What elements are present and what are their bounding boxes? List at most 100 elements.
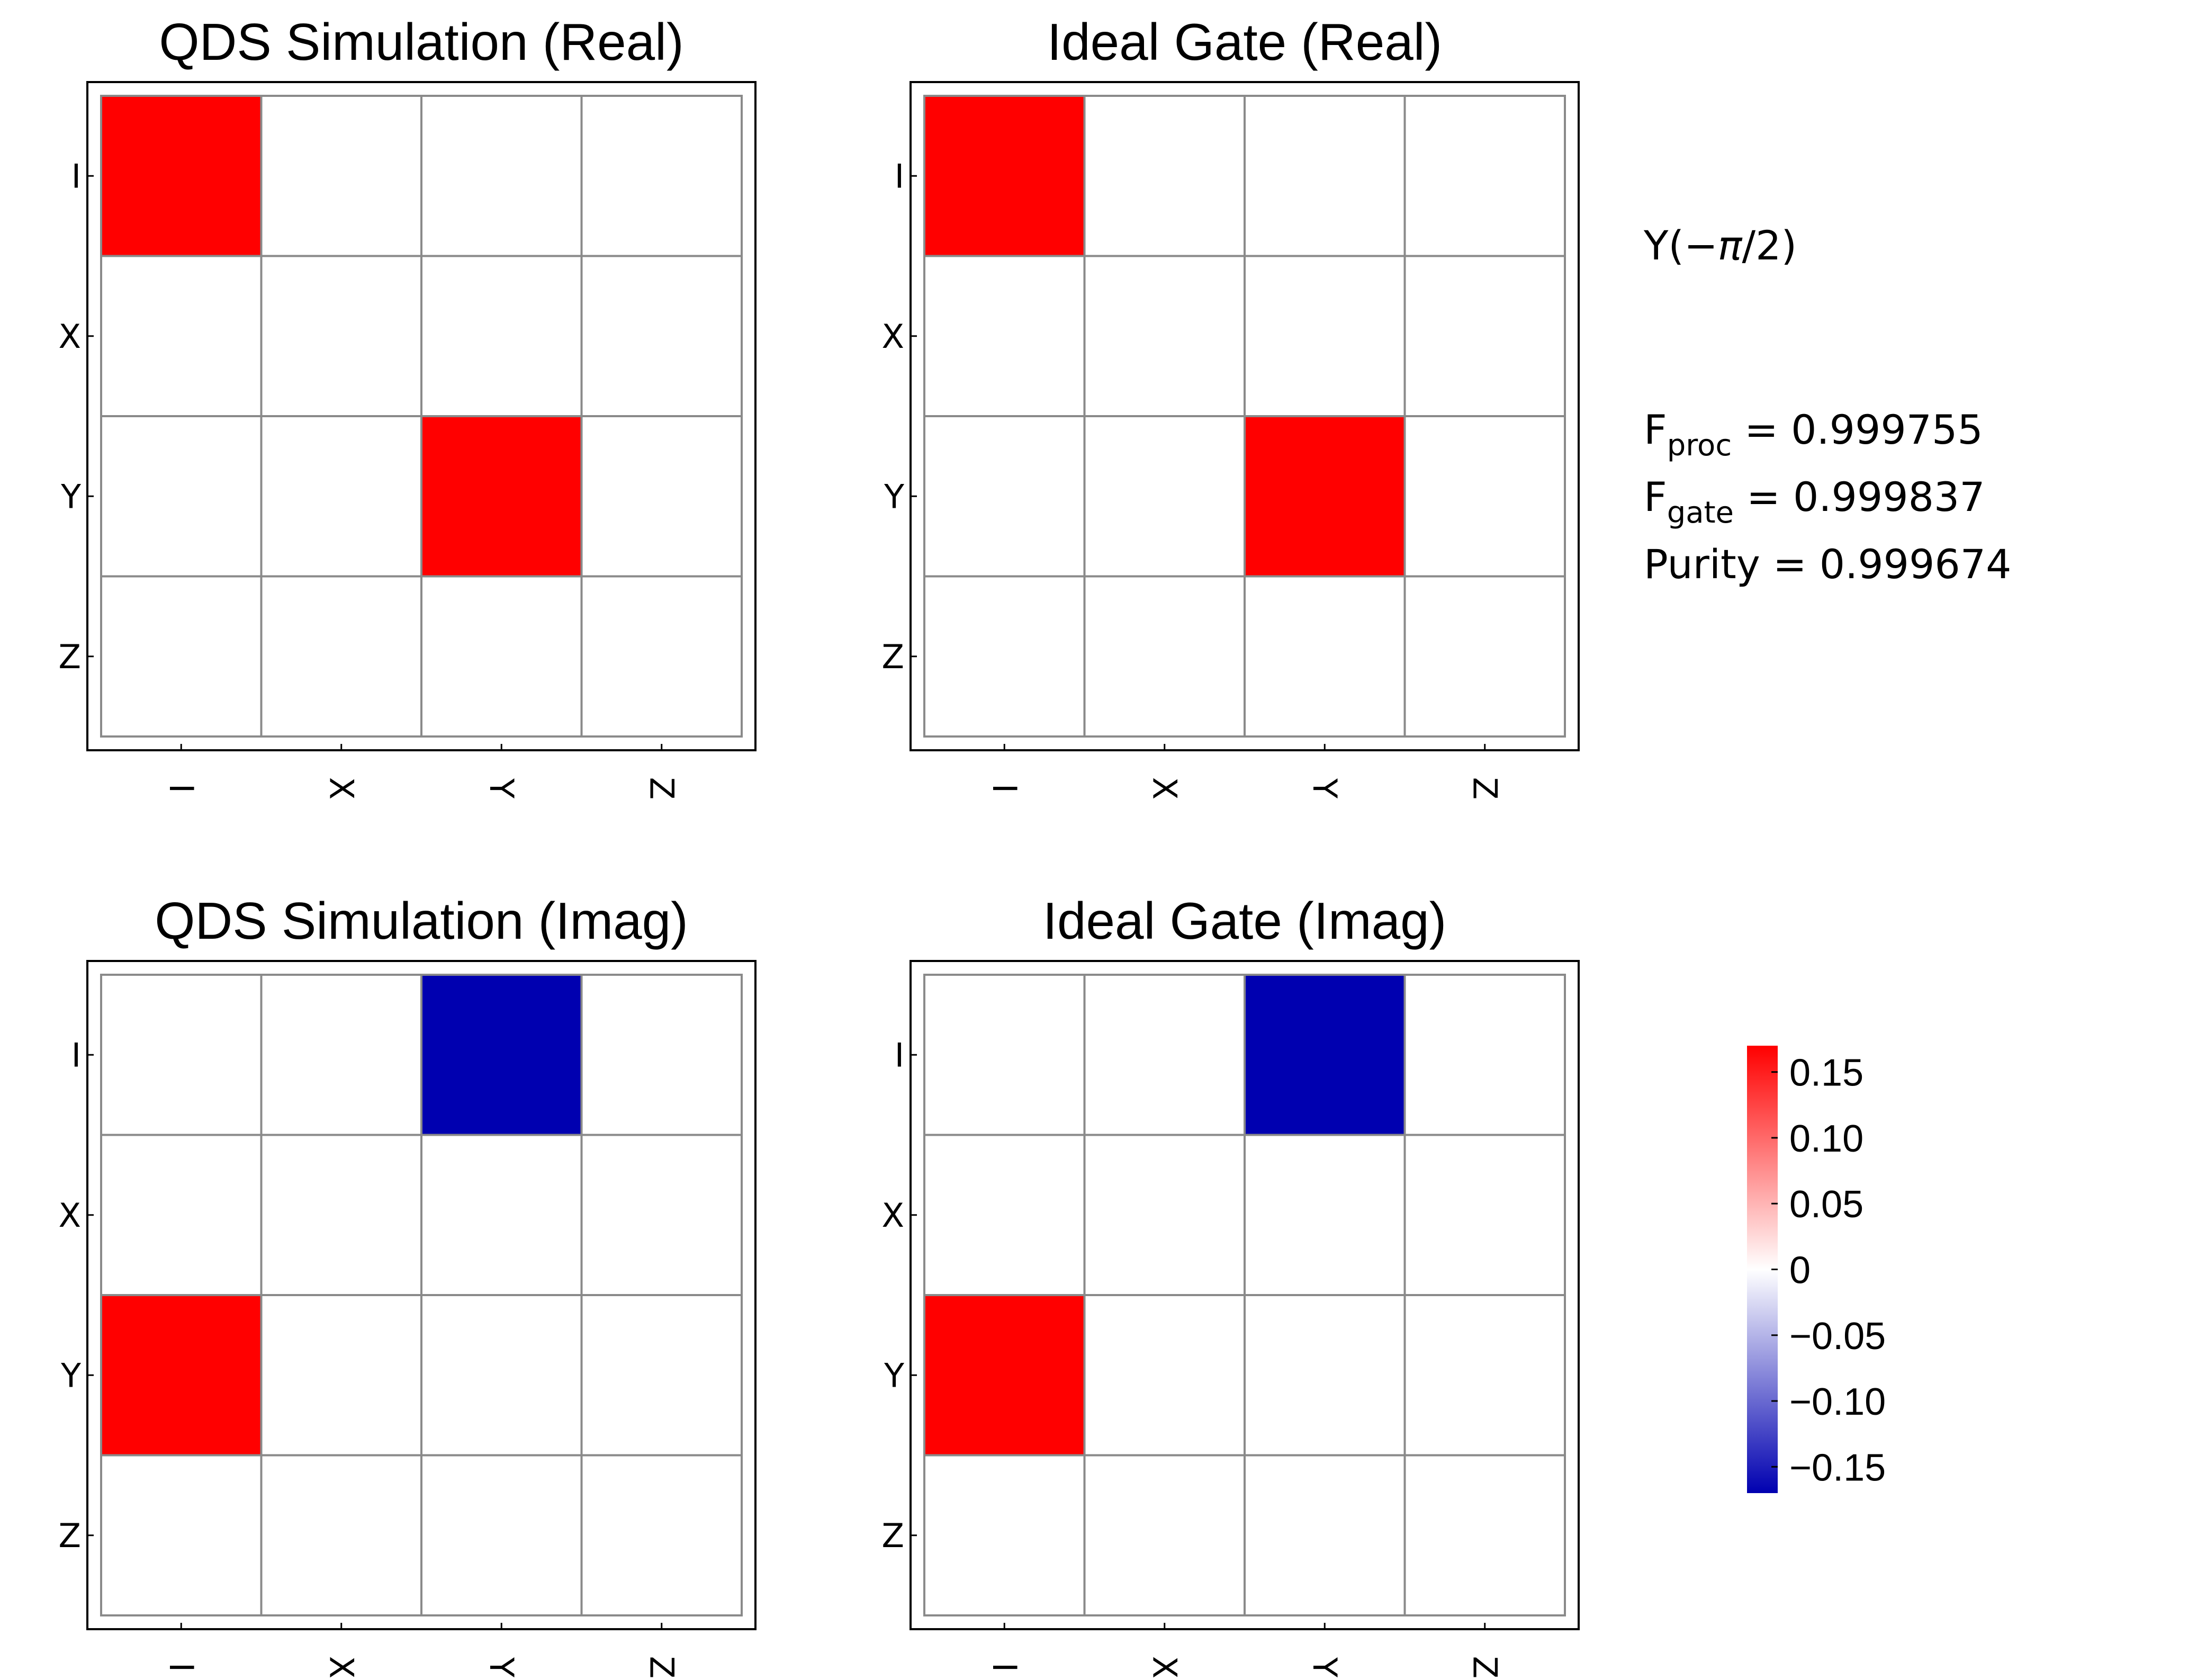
heatmap-cell (923, 1294, 1086, 1457)
heatmap-cell (420, 415, 583, 578)
colorbar-tick-label: −0.10 (1789, 1381, 1886, 1423)
heatmap-cell (1403, 1294, 1566, 1457)
heatmap-cell (260, 1134, 422, 1296)
row-label: Z (882, 1516, 904, 1555)
heatmap-cell (260, 974, 422, 1136)
row-label: X (59, 1196, 81, 1235)
heatmap-cell (1083, 1134, 1246, 1296)
colorbar-tick-label: 0.15 (1789, 1052, 1863, 1094)
column-label: X (322, 1656, 361, 1678)
heatmap-cell (1244, 95, 1406, 257)
colorbar-tick-label: 0.10 (1789, 1118, 1863, 1160)
heatmap-cell (923, 1134, 1086, 1296)
column-label: Y (482, 1657, 521, 1677)
heatmap-panels: QDS Simulation (Real) I X Y Z I X Y Z Ideal Gate … (59, 13, 1580, 1678)
row-label: Y (60, 477, 81, 516)
column-label: I (985, 784, 1024, 793)
heatmap-cell (100, 974, 263, 1136)
heatmap-cell (1083, 255, 1246, 417)
heatmap-cell (420, 95, 583, 257)
heatmap-cell (1244, 1134, 1406, 1296)
colorbar-tick-label: 0.05 (1789, 1183, 1863, 1226)
heatmap-cell (420, 1134, 583, 1296)
panel-title: Ideal Gate (Real) (1047, 13, 1442, 71)
heatmap-cell (580, 974, 743, 1136)
column-label: I (162, 784, 201, 793)
heatmap-cell (923, 1454, 1086, 1616)
panel-3: QDS Simulation (Imag) I X Y Z I X Y Z (59, 892, 757, 1678)
heatmap-cell (923, 974, 1086, 1136)
panel-title: QDS Simulation (Real) (159, 13, 683, 71)
process-fidelity: Fproc = 0.999755 (1644, 406, 1983, 463)
heatmap-cell (1403, 974, 1566, 1136)
heatmap-cell (923, 95, 1086, 257)
gate-label: Y(−π/2) (1643, 222, 1797, 269)
heatmap-cell (1403, 415, 1566, 578)
column-label: I (985, 1663, 1024, 1672)
heatmap-cell (1244, 575, 1406, 738)
heatmap-cell (1083, 1454, 1246, 1616)
row-label: Y (884, 477, 904, 516)
heatmap-cell (923, 415, 1086, 578)
heatmap-cell (420, 575, 583, 738)
heatmap-cell (580, 415, 743, 578)
heatmap-cell (260, 415, 422, 578)
column-label: Z (642, 777, 681, 799)
heatmap-cell (580, 575, 743, 738)
heatmap-cell (260, 575, 422, 738)
heatmap-cell (1403, 95, 1566, 257)
heatmap-cell (1244, 974, 1406, 1136)
column-label: X (1145, 777, 1184, 799)
heatmap-cell (923, 575, 1086, 738)
row-label: I (71, 1036, 81, 1074)
heatmap-cell (580, 1134, 743, 1296)
heatmap-cell (923, 255, 1086, 417)
heatmap-cell (420, 255, 583, 417)
heatmap-cell (100, 255, 263, 417)
column-label: Y (1305, 778, 1344, 798)
column-label: Z (1465, 1656, 1504, 1678)
column-label: Y (1305, 1657, 1344, 1677)
heatmap-cell (260, 1294, 422, 1457)
row-label: X (59, 317, 81, 356)
heatmap-cell (100, 1454, 263, 1616)
heatmap-cell (1403, 1454, 1566, 1616)
colorbar-tick-label: 0 (1789, 1250, 1811, 1292)
heatmap-cell (580, 95, 743, 257)
column-label: I (162, 1663, 201, 1672)
heatmap-cell (1403, 575, 1566, 738)
heatmap-cell (260, 255, 422, 417)
heatmap-cell (100, 1294, 263, 1457)
heatmap-cell (100, 95, 263, 257)
heatmap-cell (1403, 1134, 1566, 1296)
column-label: Y (482, 778, 521, 798)
heatmap-cell (1403, 255, 1566, 417)
heatmap-cell (580, 1454, 743, 1616)
column-label: Z (1465, 777, 1504, 799)
row-label: I (71, 157, 81, 195)
purity-label: Purity = 0.999674 (1644, 541, 2011, 588)
row-label: Z (882, 637, 904, 676)
panel-title: QDS Simulation (Imag) (155, 892, 688, 950)
heatmap-cell (1244, 1454, 1406, 1616)
heatmap-cell (1244, 415, 1406, 578)
heatmap-cell (1083, 575, 1246, 738)
heatmap-cell (1083, 974, 1246, 1136)
heatmap-cell (260, 1454, 422, 1616)
row-label: I (895, 157, 904, 195)
colorbar-tick-label: −0.15 (1789, 1447, 1886, 1489)
column-label: X (1145, 1656, 1184, 1678)
colorbar: 0.15 0.10 0.05 0 −0.05 −0.10 −0.15 (1747, 1046, 1886, 1493)
row-label: Y (60, 1356, 81, 1395)
heatmap-cell (1244, 255, 1406, 417)
panel-2: Ideal Gate (Real) I X Y Z I X Y Z (882, 13, 1580, 799)
panel-title: Ideal Gate (Imag) (1043, 892, 1447, 950)
heatmap-cell (580, 255, 743, 417)
info-block: Y(−π/2) Fproc = 0.999755 Fgate = 0.99983… (1643, 222, 2011, 588)
row-label: Z (59, 637, 81, 676)
heatmap-cell (100, 415, 263, 578)
column-label: X (322, 777, 361, 799)
colorbar-tick-label: −0.05 (1789, 1315, 1886, 1358)
heatmap-cell (1083, 95, 1246, 257)
